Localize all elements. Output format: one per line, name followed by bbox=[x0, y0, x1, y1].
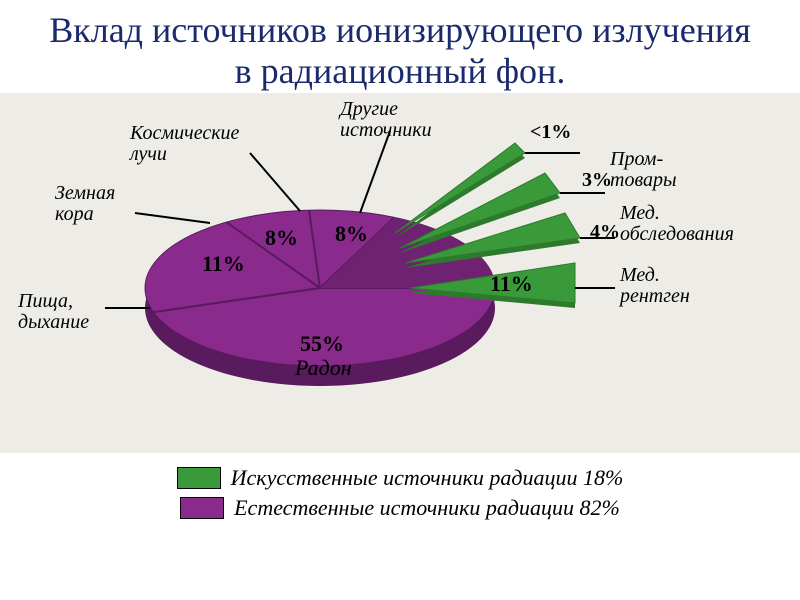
slice-label-radon: Радон bbox=[295, 355, 352, 381]
slice-value-crust: 8% bbox=[265, 225, 298, 251]
slice-label-cosmic-text: Космические лучи bbox=[130, 122, 239, 165]
slice-value-radon: 55% bbox=[300, 331, 344, 357]
slice-label-medexam: Мед. обследования bbox=[620, 203, 734, 245]
slice-label-goods: Пром- товары bbox=[610, 149, 677, 191]
slice-label-crust: Земная кора bbox=[55, 183, 115, 225]
slice-label-medexam-text: Мед. обследования bbox=[620, 202, 734, 245]
slice-label-goods-text: Пром- товары bbox=[610, 148, 677, 191]
legend-row-artificial: Искусственные источники радиации 18% bbox=[0, 465, 800, 491]
slice-value-food: 11% bbox=[202, 251, 245, 277]
legend-row-natural: Естественные источники радиации 82% bbox=[0, 495, 800, 521]
page-title: Вклад источников ионизирующего излучения… bbox=[0, 0, 800, 93]
slice-value-cosmic: 8% bbox=[335, 221, 368, 247]
slice-value-goods: 3% bbox=[582, 169, 612, 192]
slice-label-medxray-text: Мед. рентген bbox=[620, 264, 690, 307]
legend-text-natural: Естественные источники радиации 82% bbox=[234, 495, 620, 521]
pie-chart: 55% Радон 11% 8% 8% 11% Пища, дыхание Зе… bbox=[0, 93, 800, 453]
slice-value-other: <1% bbox=[530, 121, 571, 144]
slice-label-crust-text: Земная кора bbox=[55, 182, 115, 225]
legend-swatch-artificial bbox=[177, 467, 221, 489]
slice-label-food: Пища, дыхание bbox=[18, 291, 89, 333]
legend: Искусственные источники радиации 18% Ест… bbox=[0, 453, 800, 521]
slice-label-cosmic: Космические лучи bbox=[130, 123, 239, 165]
slice-label-other: Другие источники bbox=[340, 99, 432, 141]
slice-value-medexam: 4% bbox=[590, 221, 620, 244]
slice-value-xray: 11% bbox=[490, 271, 533, 297]
legend-swatch-natural bbox=[180, 497, 224, 519]
slice-label-other-text: Другие источники bbox=[340, 98, 432, 141]
slice-label-medxray: Мед. рентген bbox=[620, 265, 690, 307]
legend-text-artificial: Искусственные источники радиации 18% bbox=[231, 465, 624, 491]
slice-label-food-text: Пища, дыхание bbox=[18, 290, 89, 333]
